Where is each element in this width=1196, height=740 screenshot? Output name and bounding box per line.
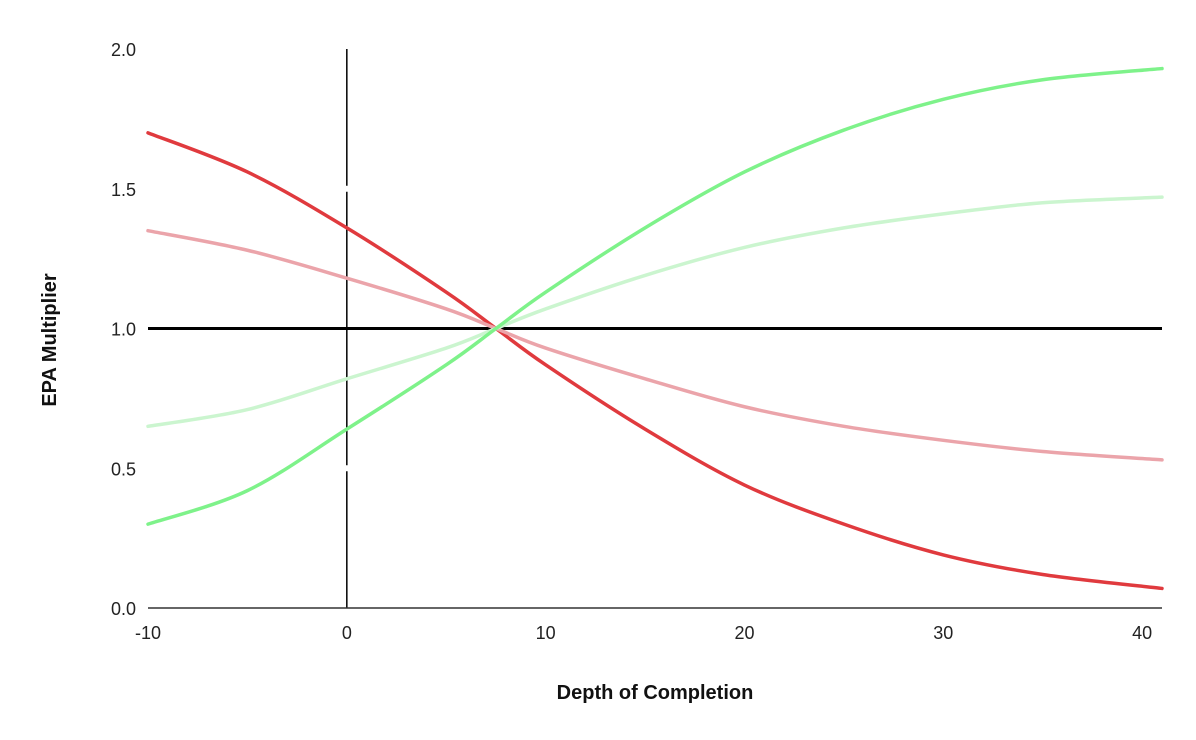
- x-axis-title: Depth of Completion: [557, 682, 754, 704]
- series-line-1: [146, 131, 1164, 591]
- y-tick-label: 0.0: [111, 599, 136, 619]
- x-tick-label: 0: [342, 623, 352, 643]
- series-line-3: [146, 195, 1164, 429]
- axes: -10 0 10 20 30 40 0.0 0.5 1.0 1.5 2.0: [111, 40, 1162, 643]
- x-tick-label: 20: [734, 623, 754, 643]
- reference-lines: [148, 49, 1162, 608]
- x-tick-label: 10: [536, 623, 556, 643]
- x-tick-label: -10: [135, 623, 161, 643]
- y-tick-label: 0.5: [111, 459, 136, 479]
- y-tick-label: 2.0: [111, 40, 136, 60]
- series-lines: [146, 66, 1164, 591]
- x-tick-label: 40: [1132, 623, 1152, 643]
- y-tick-label: 1.5: [111, 180, 136, 200]
- series-line-4: [146, 66, 1164, 526]
- y-axis-title: EPA Multiplier: [39, 273, 61, 407]
- series-line-2: [146, 228, 1164, 462]
- x-tick-label: 30: [933, 623, 953, 643]
- y-tick-label: 1.0: [111, 320, 136, 340]
